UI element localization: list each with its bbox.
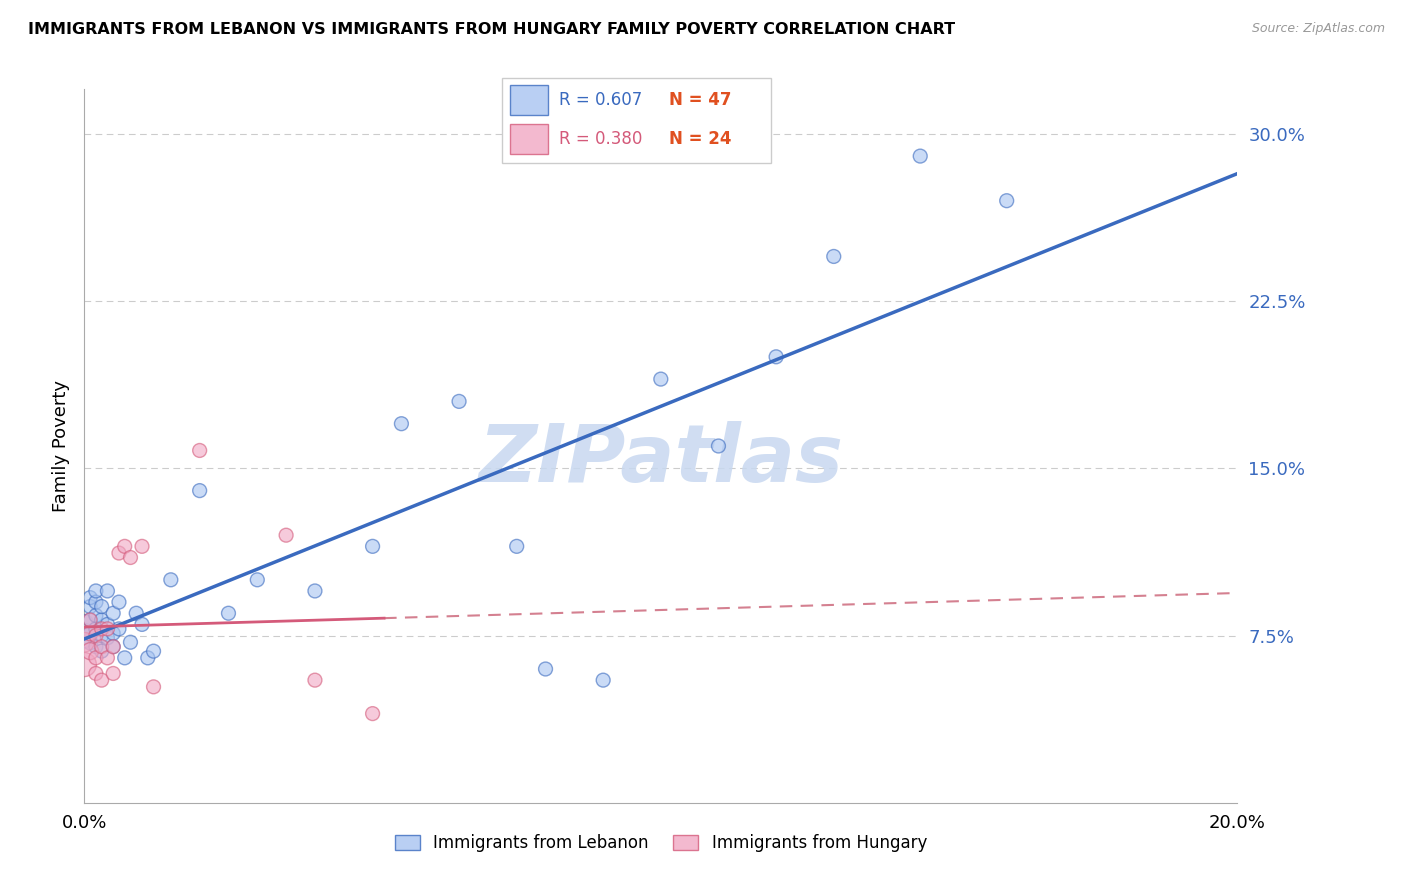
Point [506, 539, 529, 553]
Point [96, 583, 118, 598]
Point [361, 706, 384, 721]
Point [79, 626, 101, 640]
Point [90, 640, 112, 654]
Point [765, 350, 787, 364]
Point [114, 539, 136, 553]
Point [84, 628, 107, 642]
Point [73, 628, 96, 642]
Point [218, 607, 240, 621]
Point [103, 626, 124, 640]
Point [96, 631, 118, 645]
FancyBboxPatch shape [510, 85, 548, 115]
Point [84, 622, 107, 636]
Point [592, 673, 614, 687]
Point [79, 644, 101, 658]
Point [103, 640, 124, 654]
Point [910, 149, 932, 163]
Point [188, 443, 211, 458]
Point [96, 617, 118, 632]
Point [90, 628, 112, 642]
Point [84, 595, 107, 609]
Point [276, 528, 298, 542]
Point [136, 651, 159, 665]
Point [79, 626, 101, 640]
Point [84, 583, 107, 598]
Point [125, 607, 148, 621]
FancyBboxPatch shape [510, 124, 548, 154]
Point [84, 651, 107, 665]
Point [114, 651, 136, 665]
Point [108, 622, 131, 636]
Point [361, 539, 384, 553]
FancyBboxPatch shape [502, 78, 770, 163]
Point [995, 194, 1018, 208]
Point [90, 622, 112, 636]
Point [73, 657, 96, 672]
Point [142, 680, 165, 694]
Point [108, 595, 131, 609]
Point [188, 483, 211, 498]
Point [534, 662, 557, 676]
Point [120, 550, 142, 565]
Point [90, 613, 112, 627]
Point [707, 439, 730, 453]
Point [823, 249, 845, 264]
Point [304, 673, 326, 687]
Point [304, 583, 326, 598]
Point [160, 573, 183, 587]
Text: N = 47: N = 47 [669, 91, 731, 109]
Point [79, 599, 101, 614]
Point [84, 640, 107, 654]
Point [79, 613, 101, 627]
Point [73, 617, 96, 632]
Point [650, 372, 672, 386]
Point [84, 666, 107, 681]
Text: IMMIGRANTS FROM LEBANON VS IMMIGRANTS FROM HUNGARY FAMILY POVERTY CORRELATION CH: IMMIGRANTS FROM LEBANON VS IMMIGRANTS FR… [28, 22, 955, 37]
Point [246, 573, 269, 587]
Point [391, 417, 413, 431]
Point [131, 539, 153, 553]
Text: R = 0.607: R = 0.607 [560, 91, 643, 109]
Text: Source: ZipAtlas.com: Source: ZipAtlas.com [1251, 22, 1385, 36]
Point [108, 546, 131, 560]
Point [131, 617, 153, 632]
Point [103, 640, 124, 654]
Point [90, 673, 112, 687]
Point [79, 591, 101, 605]
Point [73, 635, 96, 649]
Text: ZIPatlas: ZIPatlas [478, 421, 844, 500]
Point [103, 666, 124, 681]
Point [79, 613, 101, 627]
Point [79, 635, 101, 649]
Point [103, 607, 124, 621]
Point [84, 608, 107, 623]
Point [96, 622, 118, 636]
Legend: Immigrants from Lebanon, Immigrants from Hungary: Immigrants from Lebanon, Immigrants from… [388, 828, 934, 859]
Point [142, 644, 165, 658]
Point [96, 651, 118, 665]
Point [90, 599, 112, 614]
Point [120, 635, 142, 649]
Y-axis label: Family Poverty: Family Poverty [52, 380, 70, 512]
Point [449, 394, 471, 409]
Text: R = 0.380: R = 0.380 [560, 130, 643, 148]
Text: N = 24: N = 24 [669, 130, 731, 148]
Point [90, 644, 112, 658]
